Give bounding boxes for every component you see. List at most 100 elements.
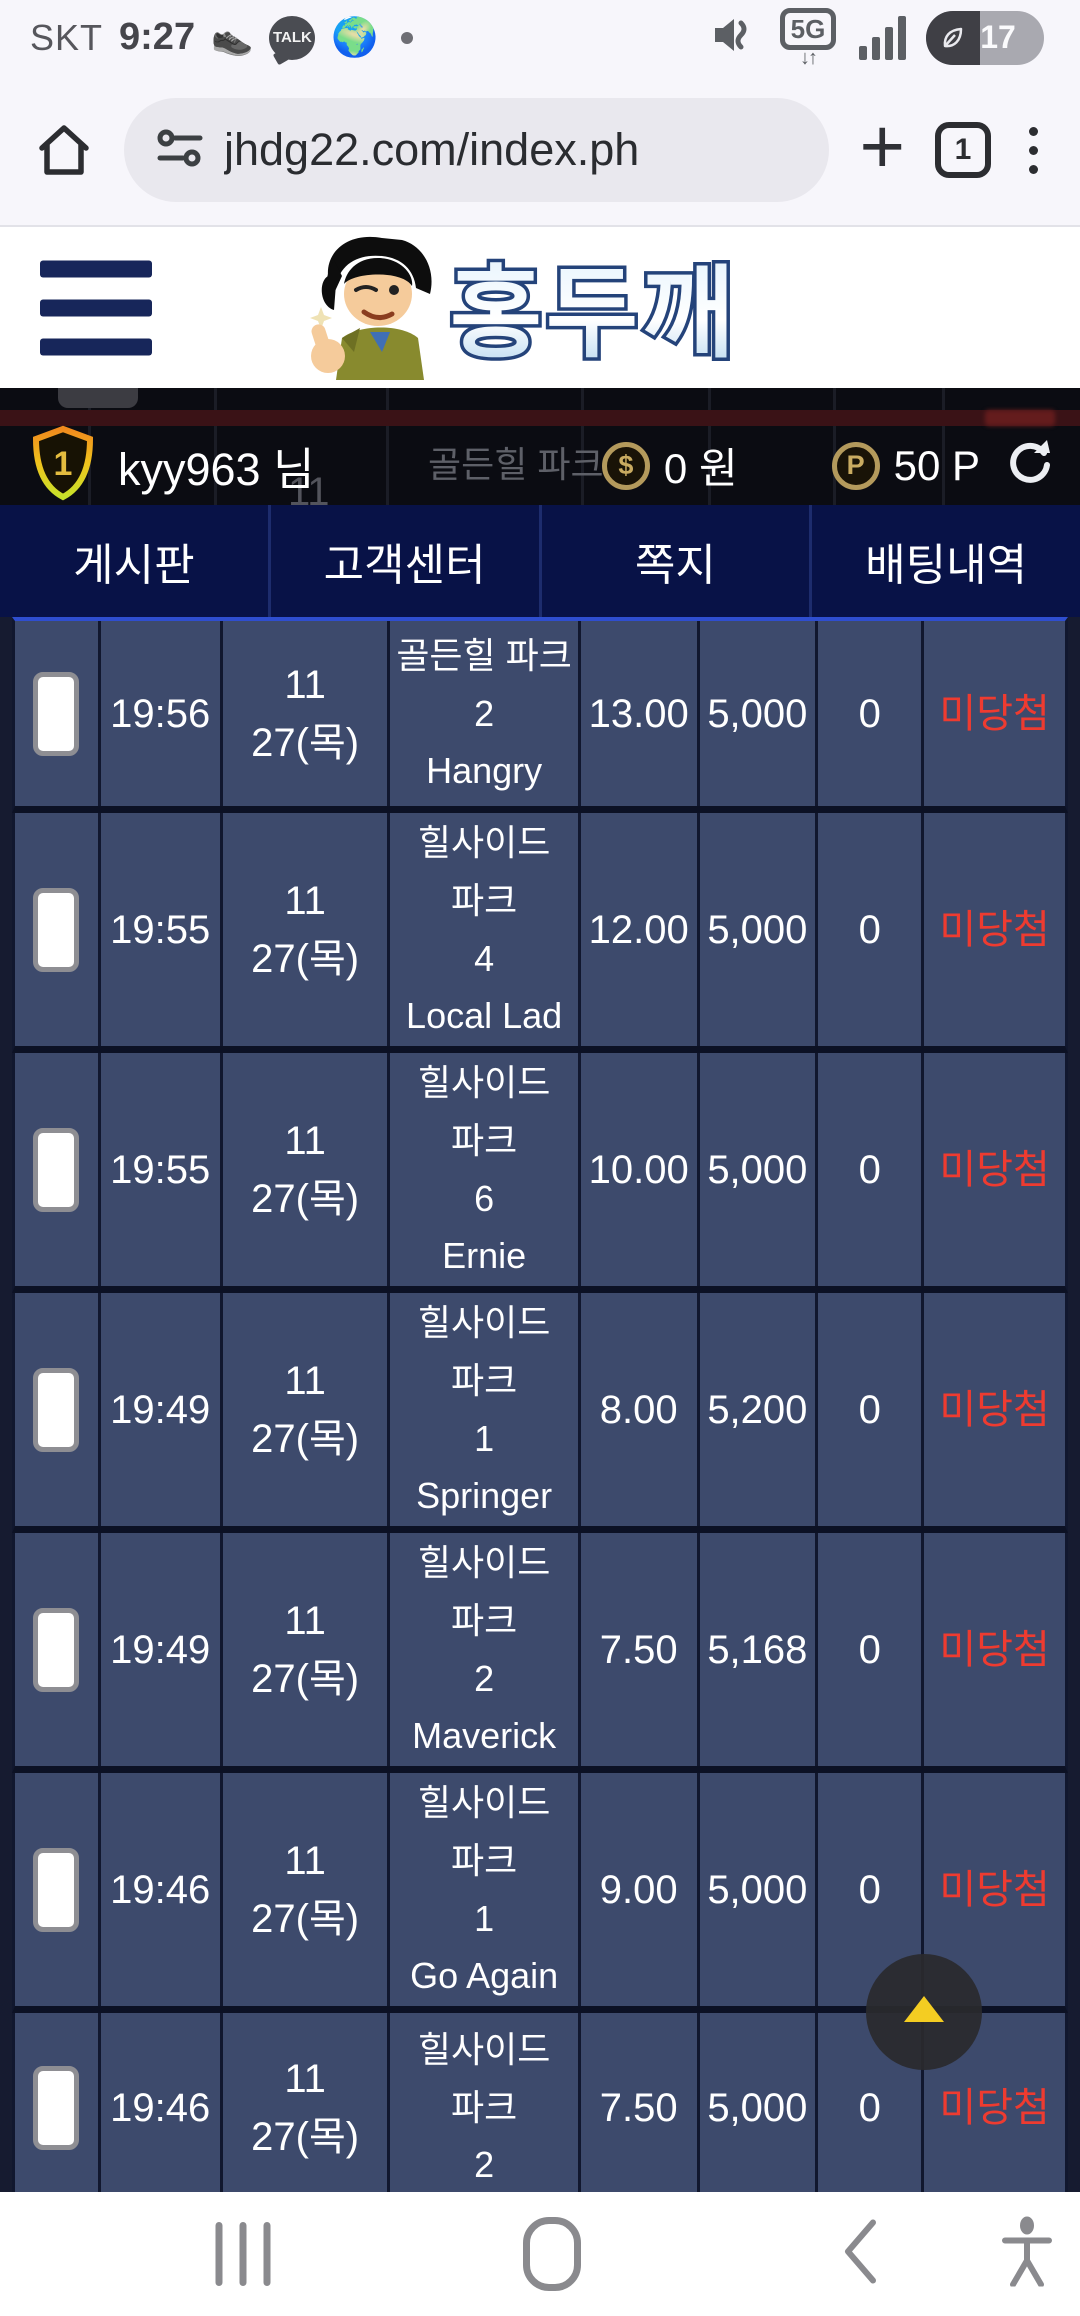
row-checkbox[interactable]: [33, 1367, 80, 1452]
cell-win: 0: [818, 1293, 925, 1526]
notification-dot-icon: [400, 31, 413, 44]
cell-game: 힐사이드 파크 4 Local Lad: [390, 813, 581, 1046]
nav-item-1[interactable]: 게시판: [0, 505, 271, 617]
svg-text:1: 1: [54, 445, 73, 483]
cell-status: 미당첨: [939, 2085, 1050, 2130]
cell-game: 골든힐 파크 2 Hangry: [390, 621, 581, 806]
row-checkbox[interactable]: [33, 671, 80, 756]
tab-switcher-button[interactable]: 1: [935, 122, 991, 178]
cell-time: 19:46: [101, 2013, 223, 2192]
globe-notification-icon: 🌍: [331, 16, 379, 59]
row-checkbox-cell: [15, 813, 101, 1046]
ghost-checkbox: [58, 388, 138, 408]
cell-win: 0: [818, 1533, 925, 1766]
row-checkbox[interactable]: [33, 887, 80, 972]
cell-time: 19:46: [101, 1773, 223, 2006]
back-button[interactable]: [840, 2217, 880, 2292]
new-tab-button[interactable]: +: [859, 102, 905, 190]
cell-odds: 9.00: [581, 1773, 700, 2006]
username: kyy963 님: [118, 444, 315, 495]
scroll-to-top-button[interactable]: [866, 1954, 982, 2070]
cell-date: 11 27(목): [223, 1533, 391, 1766]
bet-table: 19:56 11 27(목) 골든힐 파크 2 Hangry 13.00 5,0…: [0, 617, 1080, 2192]
ghost-row-stripe: [0, 410, 1080, 426]
cell-amount: 5,168: [700, 1533, 819, 1766]
nav-item-4[interactable]: 배팅내역: [865, 541, 1028, 590]
cell-status: 미당첨: [939, 1867, 1050, 1912]
cell-odds: 7.50: [581, 1533, 700, 1766]
cell-win: 0: [818, 2013, 925, 2192]
recents-button[interactable]: [215, 2222, 271, 2286]
cell-date: 11 27(목): [223, 2013, 391, 2192]
user-info-bar: 골든힐 파크 11 1 kyy963 님 $ 0 원 P 50 P: [0, 388, 1080, 505]
cell-time: 19:49: [101, 1293, 223, 1526]
cell-amount: 5,000: [700, 2013, 819, 2192]
cell-odds: 13.00: [581, 621, 700, 806]
site-settings-tune-icon[interactable]: [154, 122, 206, 179]
cell-status: 미당첨: [939, 1147, 1050, 1192]
cell-odds: 12.00: [581, 813, 700, 1046]
cell-amount: 5,000: [700, 813, 819, 1046]
cell-time: 19:55: [101, 813, 223, 1046]
table-row: 19:46 11 27(목) 힐사이드 파크 2 7.50 5,000 0 미당…: [12, 2013, 1068, 2192]
table-row: 19:49 11 27(목) 힐사이드 파크 1 Springer 8.00 5…: [12, 1293, 1068, 1533]
cell-date: 11 27(목): [223, 621, 391, 806]
row-checkbox-cell: [15, 621, 101, 806]
table-row: 19:55 11 27(목) 힐사이드 파크 6 Ernie 10.00 5,0…: [12, 1053, 1068, 1293]
refresh-icon[interactable]: [1004, 438, 1054, 493]
battery-percent: 17: [980, 19, 1016, 55]
browser-toolbar: jhdg22.com/index.ph + 1: [0, 75, 1080, 225]
status-bar: SKT 9:27 👟 TALK 🌍 5G ↓↑ 17: [0, 0, 1080, 75]
cell-amount: 5,000: [700, 621, 819, 806]
row-checkbox-cell: [15, 1773, 101, 2006]
cell-odds: 10.00: [581, 1053, 700, 1286]
cell-win: 0: [818, 1773, 925, 2006]
row-checkbox-cell: [15, 1053, 101, 1286]
cell-time: 19:49: [101, 1533, 223, 1766]
cell-date: 11 27(목): [223, 813, 391, 1046]
browser-menu-button[interactable]: [1021, 126, 1046, 174]
cell-game: 힐사이드 파크 1 Springer: [390, 1293, 581, 1526]
browser-home-button[interactable]: [34, 120, 94, 180]
vibrate-mute-icon: [713, 15, 757, 60]
point-coin-icon: P: [831, 441, 880, 490]
cell-date: 11 27(목): [223, 1293, 391, 1526]
cash-amount: 0 원: [663, 445, 738, 492]
cell-status: 미당첨: [939, 691, 1050, 736]
table-row: 19:55 11 27(목) 힐사이드 파크 4 Local Lad 12.00…: [12, 813, 1068, 1053]
cash-coin-icon: $: [601, 441, 650, 490]
ghost-game-text: 골든힐 파크: [428, 444, 604, 485]
point-amount: 50 P: [893, 441, 980, 489]
row-checkbox[interactable]: [33, 1607, 80, 1692]
nav-item-2[interactable]: 고객센터: [271, 505, 542, 617]
home-button[interactable]: [523, 2217, 581, 2291]
up-arrow-icon: [904, 1996, 944, 2022]
table-row: 19:46 11 27(목) 힐사이드 파크 1 Go Again 9.00 5…: [12, 1773, 1068, 2013]
url-text: jhdg22.com/index.ph: [224, 124, 640, 175]
cell-odds: 7.50: [581, 2013, 700, 2192]
shoe-notification-icon: 👟: [211, 18, 254, 57]
row-checkbox-cell: [15, 1533, 101, 1766]
hamburger-menu-button[interactable]: [40, 260, 152, 355]
logo-text: 홍두깨: [450, 258, 738, 370]
cell-game: 힐사이드 파크 6 Ernie: [390, 1053, 581, 1286]
site-logo[interactable]: 홍두깨: [290, 232, 790, 384]
row-checkbox[interactable]: [33, 1847, 80, 1932]
cell-game: 힐사이드 파크 2 Maverick: [390, 1533, 581, 1766]
row-checkbox-cell: [15, 2013, 101, 2192]
cell-time: 19:56: [101, 621, 223, 806]
cell-win: 0: [818, 813, 925, 1046]
row-checkbox[interactable]: [33, 1127, 80, 1212]
5g-network-icon: 5G ↓↑: [777, 7, 839, 68]
cell-time: 19:55: [101, 1053, 223, 1286]
logo-character: [310, 236, 432, 380]
cell-status: 미당첨: [939, 1627, 1050, 1672]
row-checkbox[interactable]: [33, 2065, 80, 2150]
ghost-month-text: 11: [288, 470, 330, 505]
table-row: 19:49 11 27(목) 힐사이드 파크 2 Maverick 7.50 5…: [12, 1533, 1068, 1773]
cell-date: 11 27(목): [223, 1773, 391, 2006]
url-bar[interactable]: jhdg22.com/index.ph: [124, 98, 830, 202]
nav-item-3[interactable]: 쪽지: [542, 505, 813, 617]
accessibility-button[interactable]: [999, 2216, 1055, 2292]
